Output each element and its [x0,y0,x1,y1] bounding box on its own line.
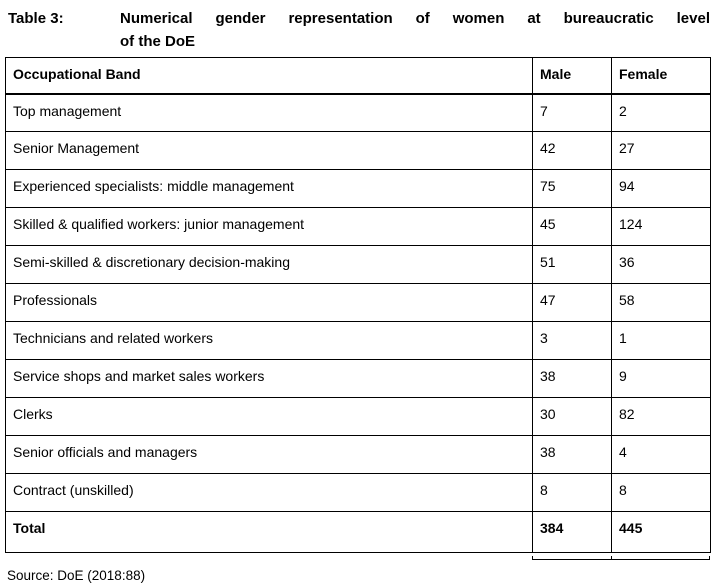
male-cell: 38 [532,359,612,398]
male-cell: 47 [532,283,612,322]
band-cell: Senior Management [5,131,533,170]
table-total-row: Total 384 445 [5,511,711,553]
table-row: Technicians and related workers 3 1 [5,321,711,360]
table-row: Service shops and market sales workers 3… [5,359,711,398]
band-cell: Skilled & qualified workers: junior mana… [5,207,533,246]
band-cell: Clerks [5,397,533,436]
band-cell: Technicians and related workers [5,321,533,360]
table-bottom-edge-artifact [532,556,710,560]
band-cell: Experienced specialists: middle manageme… [5,169,533,208]
table-row: Experienced specialists: middle manageme… [5,169,711,208]
female-cell: 36 [611,245,711,284]
band-cell: Service shops and market sales workers [5,359,533,398]
table-bottom-edge-artifact-divider [611,556,612,559]
table-caption-title-line1: Numerical gender representation of women… [120,10,710,27]
table-row: Semi-skilled & discretionary decision-ma… [5,245,711,284]
male-cell: 45 [532,207,612,246]
source-note: Source: DoE (2018:88) [7,568,146,583]
table-row: Professionals 47 58 [5,283,711,322]
female-cell: 58 [611,283,711,322]
table-caption-number: Table 3: [8,10,64,27]
column-header-occupational-band: Occupational Band [5,57,533,95]
table-row: Senior officials and managers 38 4 [5,435,711,474]
table-row: Contract (unskilled) 8 8 [5,473,711,512]
table-caption-title-line2: of the DoE [120,33,195,50]
female-cell: 4 [611,435,711,474]
band-cell: Contract (unskilled) [5,473,533,512]
band-cell: Senior officials and managers [5,435,533,474]
band-cell: Semi-skilled & discretionary decision-ma… [5,245,533,284]
table-header-row: Occupational Band Male Female [5,57,711,95]
gender-representation-table: Occupational Band Male Female Top manage… [5,57,711,553]
total-male-cell: 384 [532,511,612,553]
female-cell: 27 [611,131,711,170]
table-row: Top management 7 2 [5,93,711,132]
male-cell: 8 [532,473,612,512]
male-cell: 75 [532,169,612,208]
table-row: Clerks 30 82 [5,397,711,436]
column-header-female: Female [611,57,711,95]
male-cell: 51 [532,245,612,284]
female-cell: 124 [611,207,711,246]
total-female-cell: 445 [611,511,711,553]
female-cell: 94 [611,169,711,208]
band-cell: Professionals [5,283,533,322]
female-cell: 82 [611,397,711,436]
male-cell: 30 [532,397,612,436]
female-cell: 8 [611,473,711,512]
male-cell: 42 [532,131,612,170]
total-label-cell: Total [5,511,533,553]
female-cell: 1 [611,321,711,360]
table-row: Skilled & qualified workers: junior mana… [5,207,711,246]
male-cell: 7 [532,93,612,132]
female-cell: 9 [611,359,711,398]
male-cell: 3 [532,321,612,360]
table-caption: Table 3: Numerical gender representation… [8,7,710,53]
column-header-male: Male [532,57,612,95]
band-cell: Top management [5,93,533,132]
female-cell: 2 [611,93,711,132]
table-row: Senior Management 42 27 [5,131,711,170]
table-caption-title: Numerical gender representation of women… [120,7,710,53]
male-cell: 38 [532,435,612,474]
